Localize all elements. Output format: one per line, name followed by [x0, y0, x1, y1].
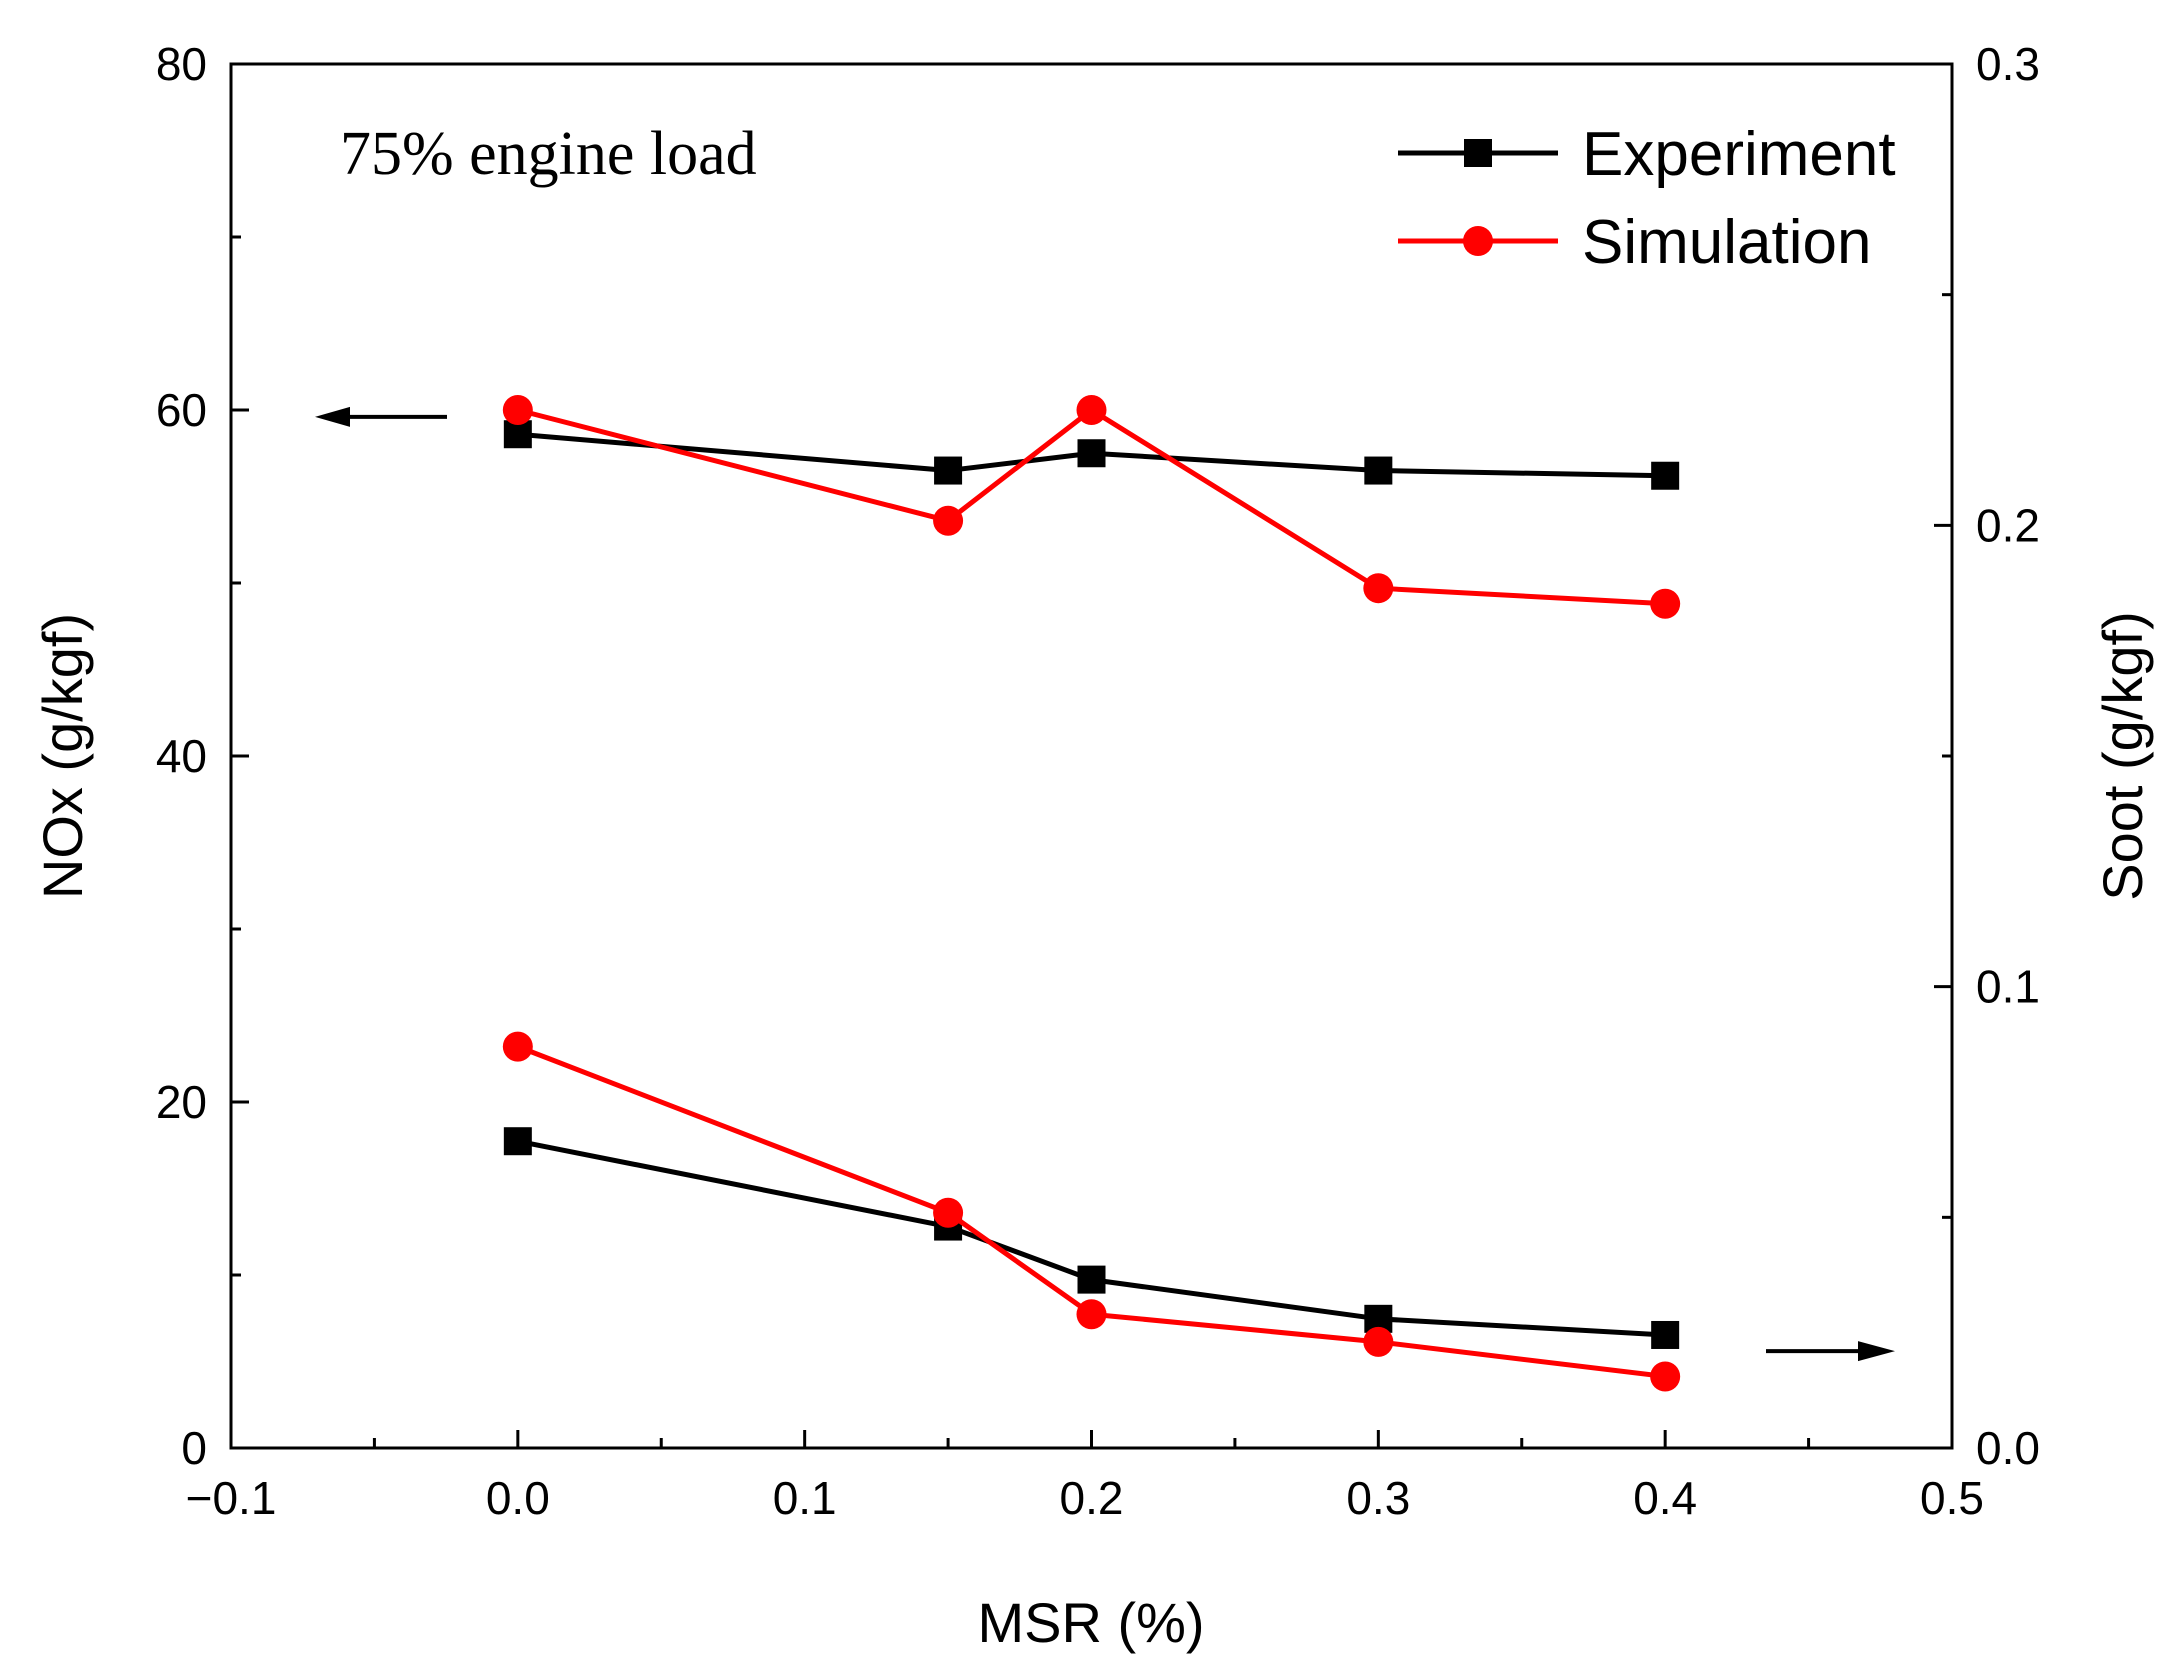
left-y-axis-title: NOx (g/kgf) — [31, 613, 94, 899]
load-annotation: 75% engine load — [340, 120, 757, 188]
left-y-tick-label: 60 — [156, 384, 207, 436]
right-y-tick-label: 0.3 — [1976, 38, 2040, 90]
data-point-simulation-soot — [502, 1031, 533, 1062]
right-y-axis-title: Soot (g/kgf) — [2091, 611, 2154, 900]
right-axis-arrow-head — [1858, 1341, 1895, 1362]
data-point-simulation-nox — [1076, 395, 1107, 425]
data-point-experiment-nox — [1364, 456, 1393, 485]
legend-marker-experiment — [1464, 139, 1492, 167]
series-layer — [502, 395, 1681, 1392]
data-point-simulation-soot — [1363, 1326, 1394, 1357]
left-axis-arrow-head — [315, 406, 350, 427]
data-point-experiment-soot — [1077, 1265, 1106, 1294]
x-axis-title: MSR (%) — [977, 1591, 1204, 1654]
x-axis-ticks: −0.1 0.0 0.1 0.2 0.3 0.4 0.5 — [186, 1430, 1984, 1524]
right-y-tick-label: 0.1 — [1976, 961, 2040, 1013]
data-point-simulation-nox — [1650, 588, 1681, 619]
legend: Experiment Simulation — [1398, 120, 1896, 277]
data-point-experiment-soot — [1651, 1320, 1680, 1349]
data-point-simulation-soot — [1076, 1299, 1107, 1330]
data-point-experiment-nox — [1651, 461, 1680, 490]
data-point-simulation-soot — [933, 1197, 964, 1228]
right-y-tick-label: 0.0 — [1976, 1422, 2040, 1474]
x-tick-label: 0.2 — [1060, 1472, 1124, 1524]
data-point-experiment-nox — [1077, 439, 1106, 468]
left-y-tick-label: 80 — [156, 38, 207, 90]
data-point-simulation-soot — [1650, 1361, 1681, 1392]
left-y-tick-label: 20 — [156, 1076, 207, 1128]
x-tick-label: 0.5 — [1920, 1472, 1984, 1524]
data-point-experiment-nox — [934, 456, 963, 485]
right-y-tick-label: 0.2 — [1976, 499, 2040, 551]
data-point-experiment-soot — [503, 1127, 532, 1156]
series-line-simulation-nox — [517, 407, 1666, 607]
x-tick-label: 0.3 — [1346, 1472, 1410, 1524]
legend-label-experiment: Experiment — [1582, 120, 1896, 189]
data-point-simulation-nox — [933, 505, 964, 536]
x-tick-label: 0.4 — [1633, 1472, 1697, 1524]
data-point-simulation-nox — [502, 395, 533, 425]
x-tick-label: 0.0 — [486, 1472, 550, 1524]
x-tick-label: −0.1 — [186, 1472, 277, 1524]
data-point-simulation-nox — [1363, 573, 1394, 604]
left-y-tick-label: 40 — [156, 730, 207, 782]
axis-indicator-arrows — [315, 406, 1895, 1362]
x-tick-label: 0.1 — [773, 1472, 837, 1524]
left-y-axis-ticks: 0 20 40 60 80 — [156, 38, 249, 1474]
right-y-axis-ticks: 0.0 0.1 0.2 0.3 — [1934, 38, 2040, 1474]
left-y-tick-label: 0 — [181, 1422, 207, 1474]
legend-marker-simulation — [1463, 226, 1493, 256]
legend-label-simulation: Simulation — [1582, 208, 1871, 277]
